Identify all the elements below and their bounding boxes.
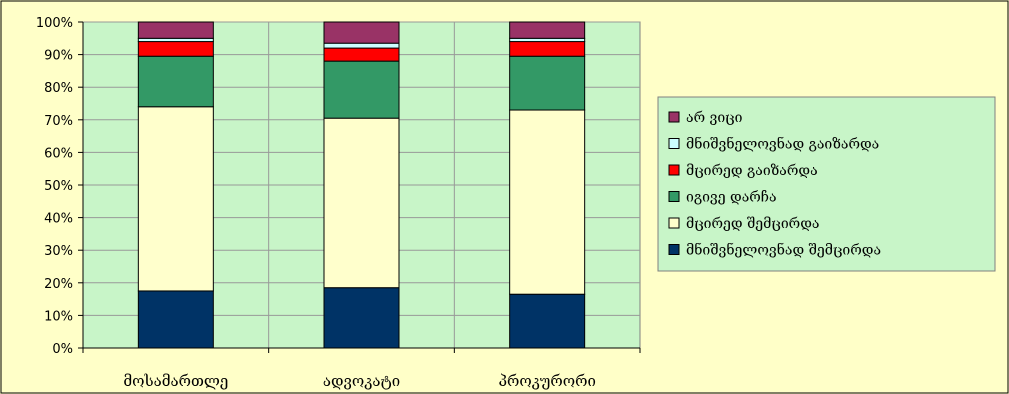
legend-swatch — [668, 244, 680, 255]
bar-segment-0-0 — [137, 290, 214, 349]
legend-swatch — [668, 111, 680, 123]
legend: არ ვიცი მნიშვნელოვნად გაიზარდა მცირედ გაიზ… — [657, 96, 996, 272]
bar-segment-2-1 — [323, 60, 400, 119]
y-tick-label: 50% — [44, 179, 73, 194]
legend-label: მნიშვნელოვნად შემცირდა — [686, 241, 881, 259]
y-tick-label: 60% — [44, 146, 73, 161]
bar-segment-1-0 — [137, 106, 214, 292]
y-tick-label: 10% — [44, 309, 73, 324]
y-tick-label: 0% — [52, 342, 73, 357]
bars — [137, 21, 586, 349]
bar-segment-1-1 — [323, 117, 400, 289]
x-category-label: ადვოკატი — [323, 372, 400, 390]
bar-segment-5-1 — [323, 21, 400, 44]
legend-swatch — [668, 217, 680, 229]
bar-segment-2-2 — [509, 55, 586, 111]
bar-segment-5-0 — [137, 21, 214, 39]
legend-box — [657, 96, 996, 272]
y-tick-label: 20% — [44, 277, 73, 292]
legend-label: მცირედ გაიზარდა — [686, 162, 818, 179]
bar-segment-3-2 — [509, 41, 586, 57]
legend-swatch — [668, 191, 680, 202]
bar-segment-0-1 — [323, 287, 400, 349]
bar-segment-5-2 — [509, 21, 586, 39]
bar-segment-1-2 — [509, 109, 586, 295]
bar-segment-4-1 — [323, 42, 400, 49]
bar-segment-3-1 — [323, 47, 400, 62]
y-tick-label: 100% — [36, 16, 73, 31]
y-tick-label: 30% — [44, 244, 73, 259]
y-tick-label: 80% — [44, 81, 73, 96]
axes: 0% 10% 20% 30% 40% 50% 60% 70% 80% 90% 100% მოსამარ… — [36, 16, 641, 390]
x-category-label: პროკურორი — [498, 372, 595, 390]
bar-segment-2-0 — [137, 55, 214, 108]
bar-segment-0-2 — [509, 293, 586, 349]
bar-segment-3-0 — [137, 41, 214, 57]
y-tick-label: 70% — [44, 114, 73, 129]
legend-label: მცირედ შემცირდა — [686, 215, 819, 232]
legend-label: მნიშვნელოვნად გაიზარდა — [686, 135, 879, 153]
y-tick-label: 90% — [44, 49, 73, 64]
legend-label: არ ვიცი — [686, 109, 743, 126]
x-category-label: მოსამართლე — [123, 372, 228, 390]
y-tick-label: 40% — [44, 212, 73, 227]
legend-label: იგივე დარჩა — [686, 189, 777, 206]
legend-swatch — [668, 138, 680, 149]
legend-swatch — [668, 164, 680, 176]
